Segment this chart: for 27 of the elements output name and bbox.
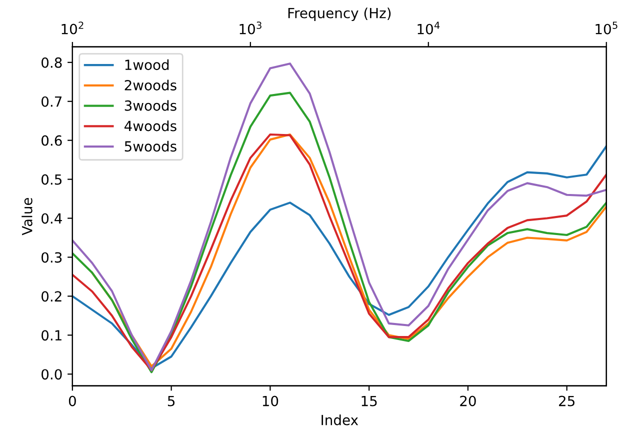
x2-tick-label: 10$^{2}$	[62, 22, 84, 34]
y-tick-label: 0.5	[42, 174, 62, 185]
y-tick-label: 0.8	[42, 57, 62, 68]
y-tick-label: 0.3	[42, 252, 62, 263]
x2-tick-label: 10$^{5}$	[596, 22, 618, 34]
y-tick-label: 0.1	[42, 330, 62, 341]
x-tick-label: 20	[460, 396, 476, 406]
y-tick-label: 0.0	[42, 369, 62, 380]
x-tick-label: 0	[68, 396, 76, 406]
legend-label: 1wood	[125, 59, 169, 70]
x-tick-label: 25	[559, 396, 574, 406]
legend-label: 5woods	[124, 140, 176, 152]
x-tick-label: 5	[168, 396, 175, 406]
x2-tick-label: 10$^{4}$	[418, 22, 440, 34]
y-axis-title: Value	[22, 198, 32, 236]
x2-tick-label: 10$^{3}$	[240, 22, 262, 34]
x2-axis-title: Frequency (Hz)	[288, 8, 391, 21]
y-tick-label: 0.6	[42, 135, 62, 146]
y-tick-label: 0.2	[42, 291, 62, 302]
y-tick-label: 0.7	[42, 96, 62, 107]
x-tick-label: 10	[262, 396, 278, 406]
legend-label: 2woods	[124, 80, 176, 90]
x-axis-title: Index	[322, 414, 358, 426]
x-tick-label: 15	[362, 396, 377, 406]
legend-label: 3woods	[124, 100, 176, 111]
legend-label: 4woods	[124, 120, 176, 132]
y-tick-label: 0.4	[42, 213, 62, 224]
